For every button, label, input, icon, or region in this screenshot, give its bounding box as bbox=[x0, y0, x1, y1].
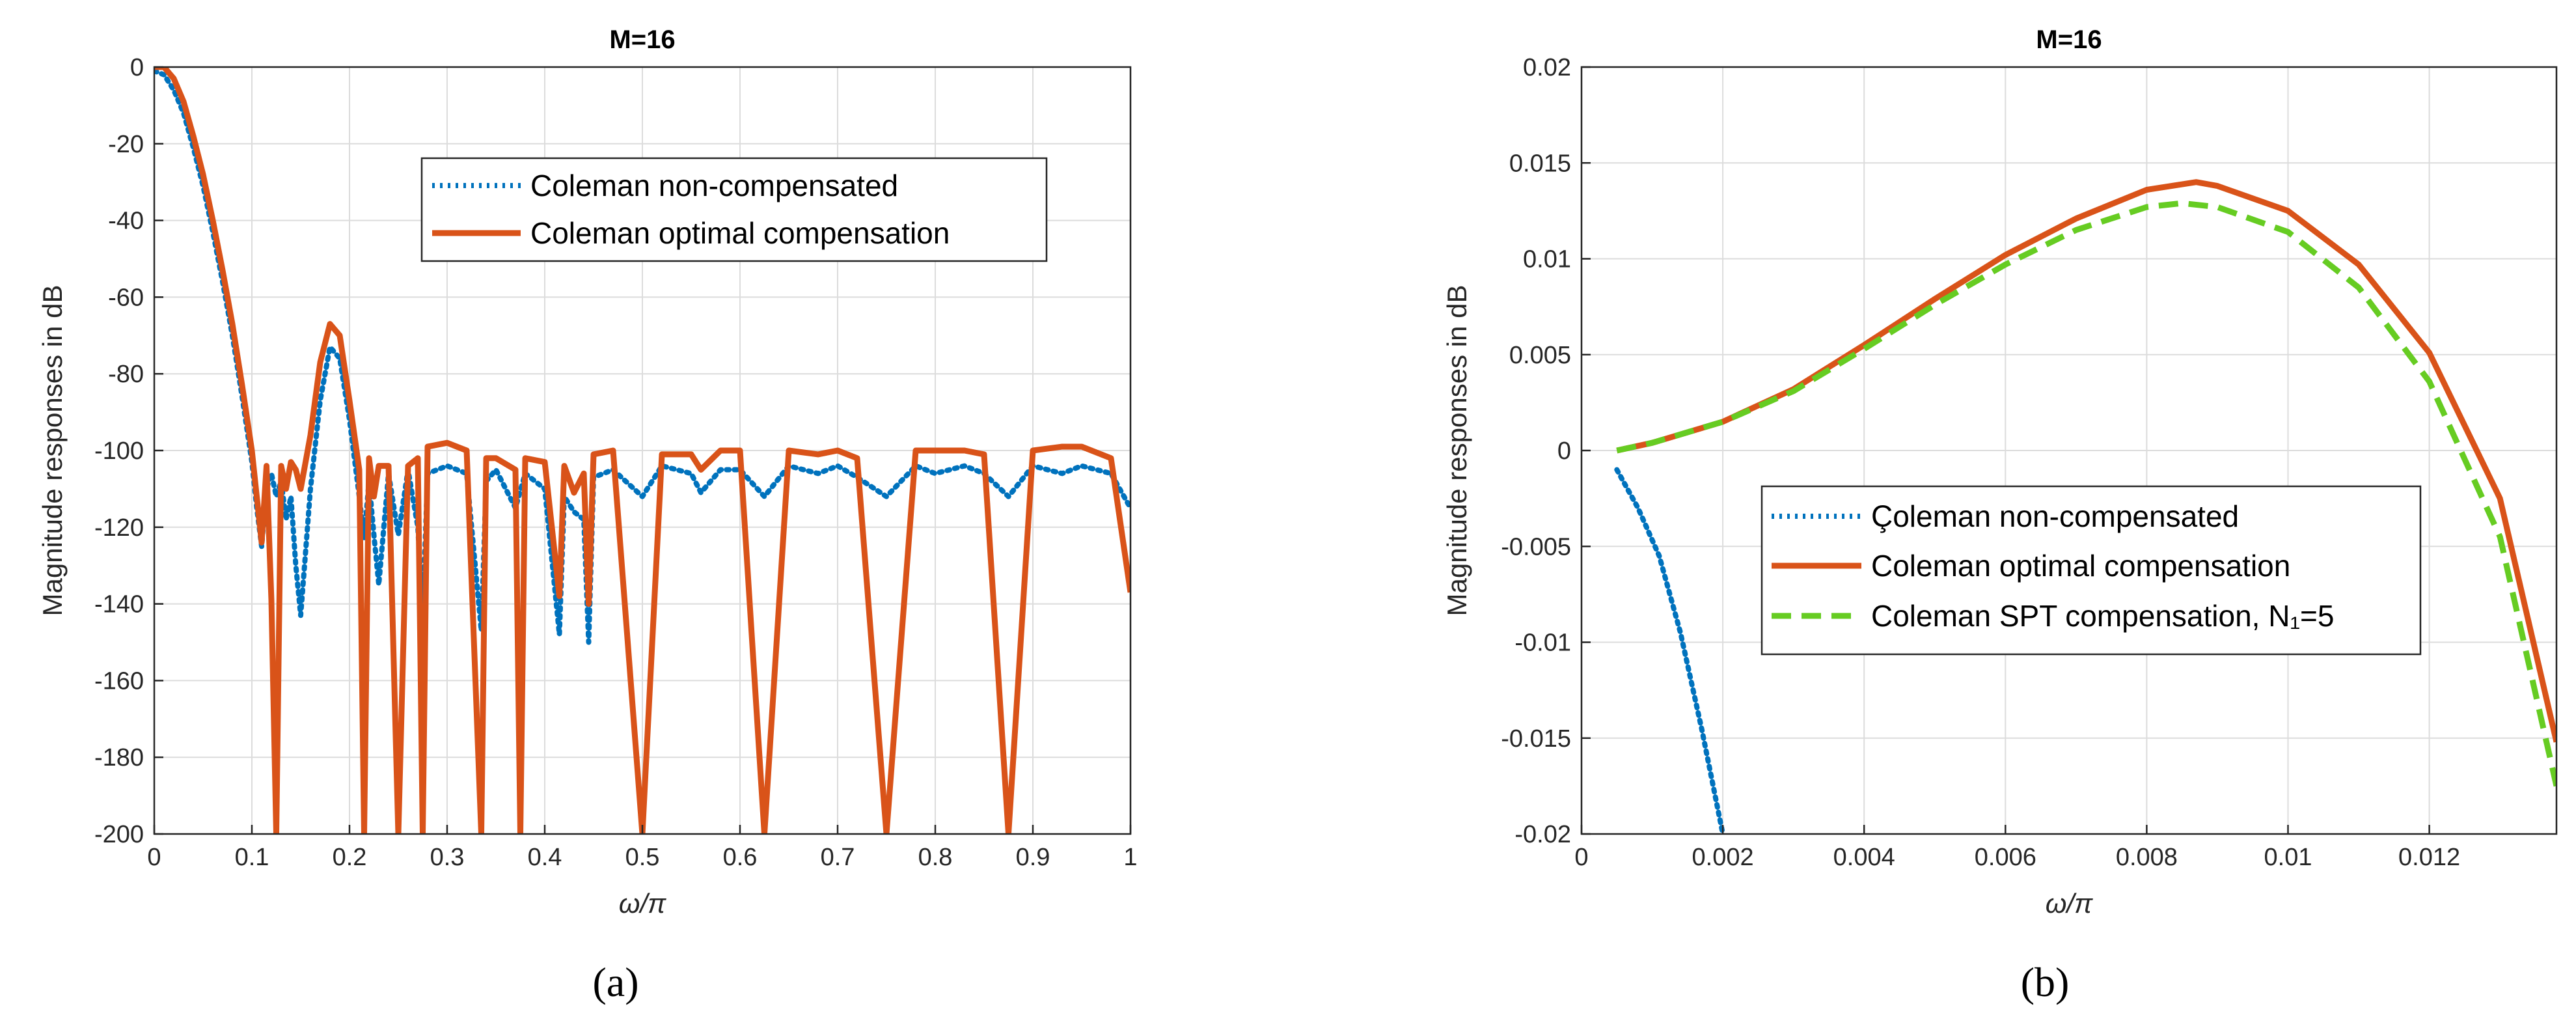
panel-b-ytick-label: -0.005 bbox=[1501, 533, 1571, 561]
panel-b-ytick-label: -0.015 bbox=[1501, 725, 1571, 753]
panel-b-ylabel: Magnitude responses in dB bbox=[1442, 285, 1472, 617]
panel-b-legend-label-spt: Coleman SPT compensation, N₁=5 bbox=[1871, 599, 2334, 633]
panel-a-ytick-label: -120 bbox=[94, 514, 144, 542]
panel-b-series-optimal-line bbox=[1616, 179, 2556, 743]
panel-a-xtick-label: 0.8 bbox=[918, 844, 953, 871]
panel-b-ytick-label: -0.01 bbox=[1514, 630, 1571, 657]
panel-a-chart: 0 0.1 0.2 0.3 0.4 0.5 0.6 0.7 0.8 0.9 1 0 -20 -40 -60 -… bbox=[37, 25, 1138, 1005]
panel-b-series bbox=[1614, 179, 2556, 834]
panel-b-xtick-label: 0 bbox=[1574, 844, 1588, 871]
panel-a-legend-box bbox=[420, 157, 1048, 262]
panel-a-ytick-label: -200 bbox=[94, 821, 144, 848]
panel-a-tick-labels: 0 0.1 0.2 0.3 0.4 0.5 0.6 0.7 0.8 0.9 1 0 -20 -40 -60 -… bbox=[94, 54, 1138, 871]
panel-b-xtick-label: 0.002 bbox=[1692, 844, 1754, 871]
panel-a-ytick-label: -160 bbox=[94, 667, 144, 695]
panel-b-ytick-label: -0.02 bbox=[1514, 821, 1571, 848]
panel-b-xtick-label: 0.008 bbox=[2116, 844, 2178, 871]
panel-a-series bbox=[154, 67, 1130, 834]
panel-a-ytick-label: -20 bbox=[108, 131, 144, 158]
panel-a-xtick-label: 1 bbox=[1123, 844, 1137, 871]
panel-b-chart: 0 0.002 0.004 0.006 0.008 0.01 0.012 0.02 0.015 0… bbox=[1442, 25, 2558, 1005]
panel-b-ytick-label: 0.01 bbox=[1523, 246, 1571, 273]
panel-a-label: (a) bbox=[592, 959, 638, 1005]
panel-b-ytick-label: 0.02 bbox=[1523, 54, 1571, 81]
panel-a-xtick-label: 0.4 bbox=[528, 844, 562, 871]
panel-b-series-spt-line bbox=[1616, 200, 2556, 787]
panel-b-xtick-label: 0.012 bbox=[2398, 844, 2460, 871]
panel-a-xtick-label: 0.3 bbox=[430, 844, 465, 871]
panel-a-ytick-label: -140 bbox=[94, 591, 144, 618]
panel-b-xtick-label: 0.004 bbox=[1833, 844, 1895, 871]
panel-a-ytick-label: 0 bbox=[130, 54, 144, 81]
panel-a-xtick-label: 0.7 bbox=[821, 844, 855, 871]
panel-a-legend: Coleman non-compensated Coleman optimal … bbox=[420, 157, 1048, 262]
panel-a-xtick-label: 0.1 bbox=[235, 844, 269, 871]
panel-b-legend: Çoleman non-compensated Coleman optimal … bbox=[1761, 485, 2422, 656]
panel-b-ytick-label: 0.005 bbox=[1509, 342, 1571, 369]
panel-b-xtick-label: 0.006 bbox=[1975, 844, 2036, 871]
panel-a-legend-label-noncompensated: Coleman non-compensated bbox=[530, 169, 898, 202]
panel-a-xtick-label: 0.5 bbox=[625, 844, 660, 871]
panel-b-ytick-label: 0.015 bbox=[1509, 150, 1571, 177]
panel-b-legend-label-noncompensated: Çoleman non-compensated bbox=[1871, 499, 2239, 533]
panel-a-ytick-label: -80 bbox=[108, 361, 144, 388]
panel-b-title: M=16 bbox=[2036, 25, 2102, 54]
panel-a-ytick-label: -60 bbox=[108, 284, 144, 311]
panel-a-ytick-label: -40 bbox=[108, 208, 144, 235]
panel-b-legend-box bbox=[1761, 485, 2422, 656]
panel-b-series-noncompensated-line bbox=[1614, 467, 1726, 834]
panel-a-ylabel: Magnitude responses in dB bbox=[37, 285, 68, 617]
panel-b-label: (b) bbox=[2021, 959, 2070, 1005]
panel-b-xtick-label: 0.01 bbox=[2264, 844, 2312, 871]
panel-a-xtick-label: 0.6 bbox=[723, 844, 758, 871]
panel-a-legend-label-optimal: Coleman optimal compensation bbox=[530, 216, 950, 250]
panel-a-xtick-label: 0.9 bbox=[1016, 844, 1050, 871]
panel-b-tick-labels: 0 0.002 0.004 0.006 0.008 0.01 0.012 0.02 0.015 0… bbox=[1501, 54, 2460, 871]
panel-a-ytick-label: -100 bbox=[94, 437, 144, 465]
panel-b-ytick-label: 0 bbox=[1557, 437, 1571, 465]
panel-b-xlabel: ω/π bbox=[2046, 888, 2093, 919]
panel-b-legend-label-optimal: Coleman optimal compensation bbox=[1871, 549, 2290, 583]
panel-a-xlabel: ω/π bbox=[619, 888, 666, 919]
panel-a-xtick-label: 0 bbox=[147, 844, 161, 871]
panel-a-ytick-label: -180 bbox=[94, 744, 144, 771]
panel-a-series-optimal-line bbox=[154, 67, 1130, 834]
panel-a-title: M=16 bbox=[609, 25, 675, 54]
panel-a-xtick-label: 0.2 bbox=[333, 844, 367, 871]
